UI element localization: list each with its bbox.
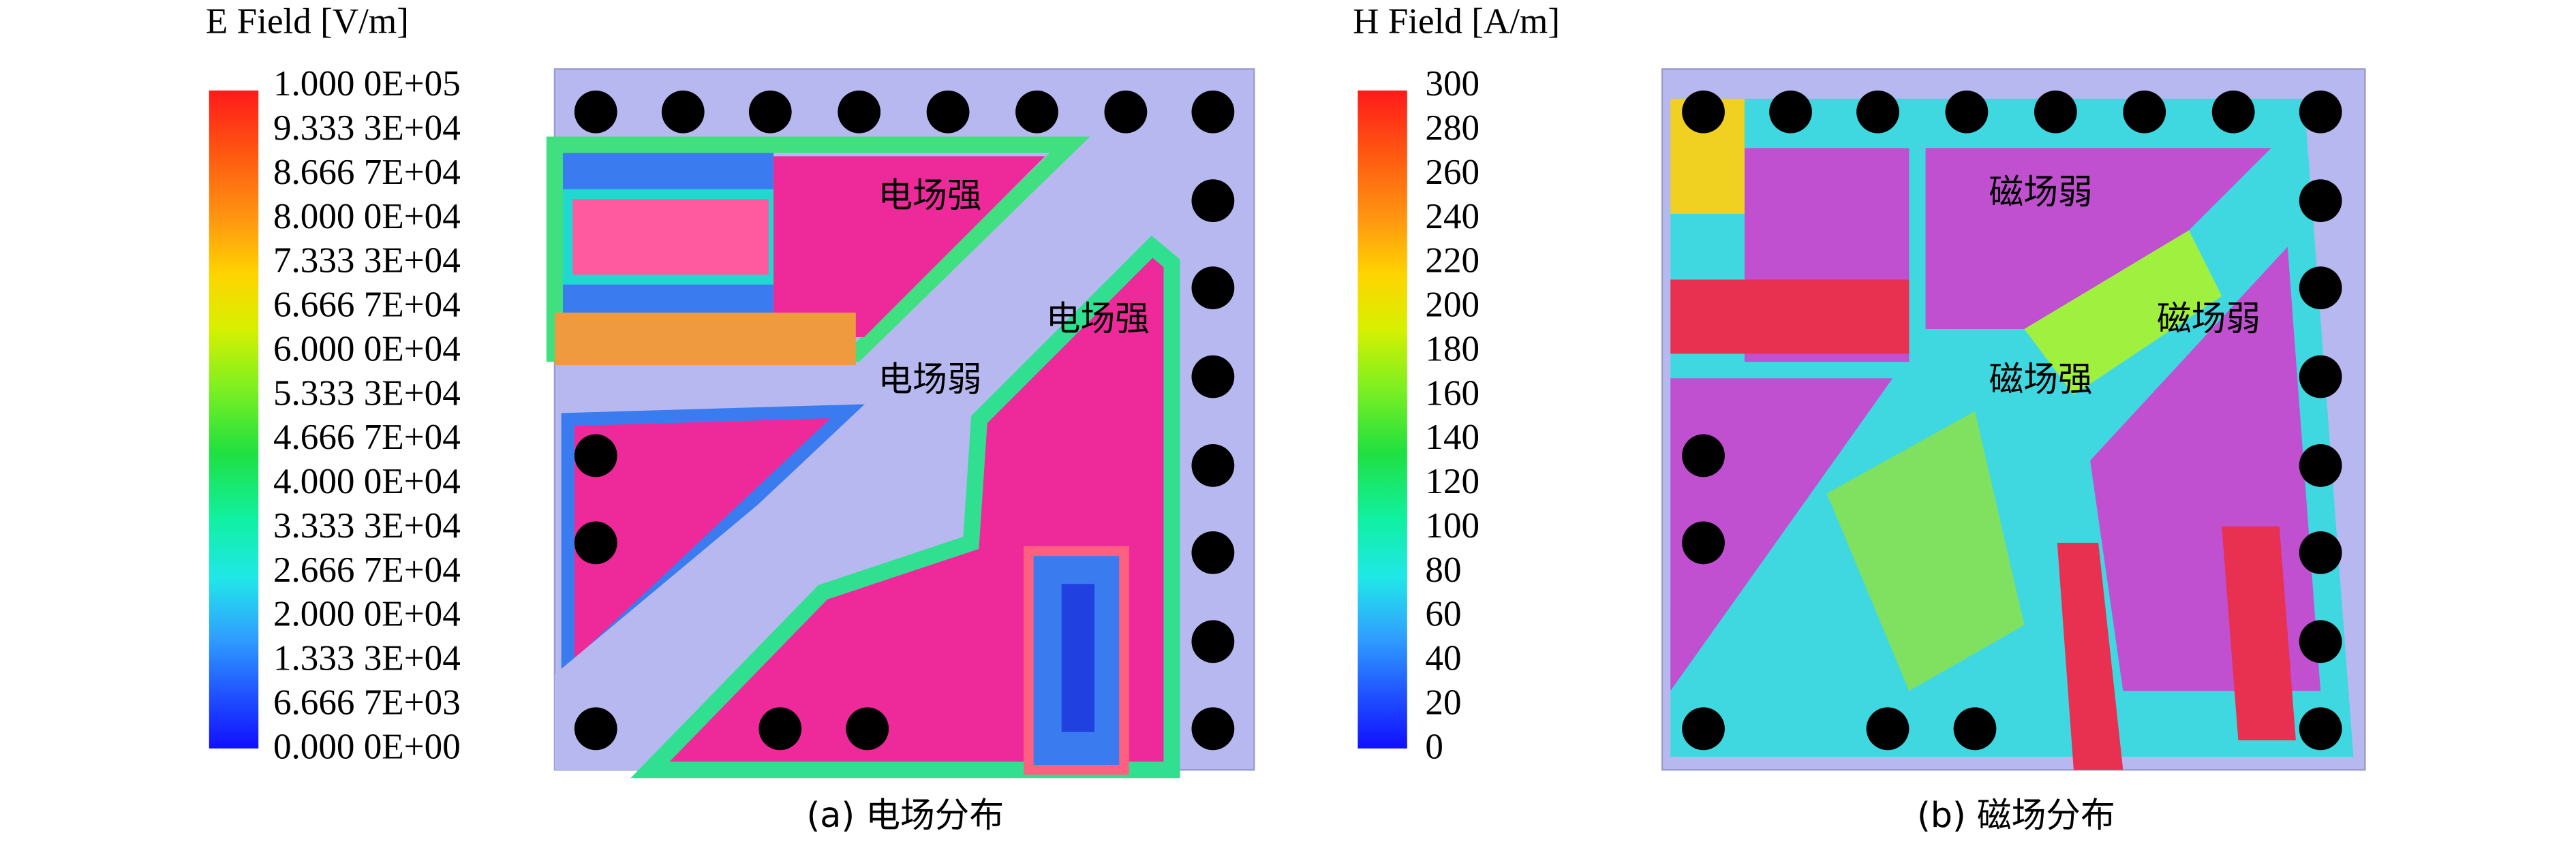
colorbar-label: 6.000 0E+04 bbox=[273, 329, 461, 369]
colorbar-label: 8.666 7E+04 bbox=[273, 153, 461, 192]
colorbar-label: 2.000 0E+04 bbox=[273, 595, 461, 634]
colorbar-label: 3.333 3E+04 bbox=[273, 506, 461, 546]
colorbar-label: 100 bbox=[1425, 506, 1479, 546]
e-field-plot bbox=[546, 68, 1255, 779]
panel-title: E Field [V/m] bbox=[206, 1, 409, 41]
caption: (b) 磁场分布 bbox=[1917, 795, 2115, 835]
colorbar-label: 200 bbox=[1425, 285, 1479, 325]
colorbar-label: 140 bbox=[1425, 418, 1479, 457]
colorbar-label: 8.000 0E+04 bbox=[273, 197, 461, 236]
annotation: 电场强 bbox=[878, 175, 981, 215]
colorbar-label: 7.333 3E+04 bbox=[273, 241, 461, 281]
colorbar-label: 0.000 0E+00 bbox=[273, 727, 461, 766]
colorbar-label: 1.333 3E+04 bbox=[273, 639, 461, 678]
colorbar-label: 6.666 7E+03 bbox=[273, 683, 461, 723]
colorbar-label: 9.333 3E+04 bbox=[273, 108, 461, 148]
annotation: 磁场强 bbox=[1989, 359, 2093, 399]
caption: (a) 电场分布 bbox=[807, 795, 1005, 835]
colorbar-label: 4.666 7E+04 bbox=[273, 418, 461, 457]
e-colorbar bbox=[209, 90, 259, 749]
colorbar-label: 2.666 7E+04 bbox=[273, 550, 461, 590]
colorbar-label: 6.666 7E+04 bbox=[273, 285, 461, 325]
annotation: 磁场弱 bbox=[1989, 172, 2093, 212]
colorbar-label: 60 bbox=[1425, 595, 1461, 634]
colorbar-label: 280 bbox=[1425, 108, 1479, 148]
colorbar-label: 160 bbox=[1425, 373, 1479, 413]
colorbar-label: 1.000 0E+05 bbox=[273, 64, 461, 104]
colorbar-label: 300 bbox=[1425, 64, 1479, 104]
colorbar-label: 40 bbox=[1425, 639, 1461, 678]
panel-title: H Field [A/m] bbox=[1353, 1, 1560, 41]
colorbar-label: 180 bbox=[1425, 329, 1479, 369]
annotation: 电场强 bbox=[1046, 298, 1150, 339]
annotation: 电场弱 bbox=[878, 359, 981, 399]
colorbar-label: 20 bbox=[1425, 683, 1461, 723]
colorbar-label: 120 bbox=[1425, 462, 1479, 501]
h-colorbar bbox=[1358, 90, 1407, 749]
h-field-plot bbox=[1661, 68, 2366, 771]
colorbar-label: 4.000 0E+04 bbox=[273, 462, 461, 501]
colorbar-label: 240 bbox=[1425, 197, 1479, 236]
colorbar-label: 80 bbox=[1425, 550, 1461, 590]
annotation: 磁场弱 bbox=[2157, 298, 2260, 339]
colorbar-label: 260 bbox=[1425, 153, 1479, 192]
colorbar-label: 5.333 3E+04 bbox=[273, 373, 461, 413]
colorbar-label: 0 bbox=[1425, 727, 1443, 766]
colorbar-label: 220 bbox=[1425, 241, 1479, 281]
